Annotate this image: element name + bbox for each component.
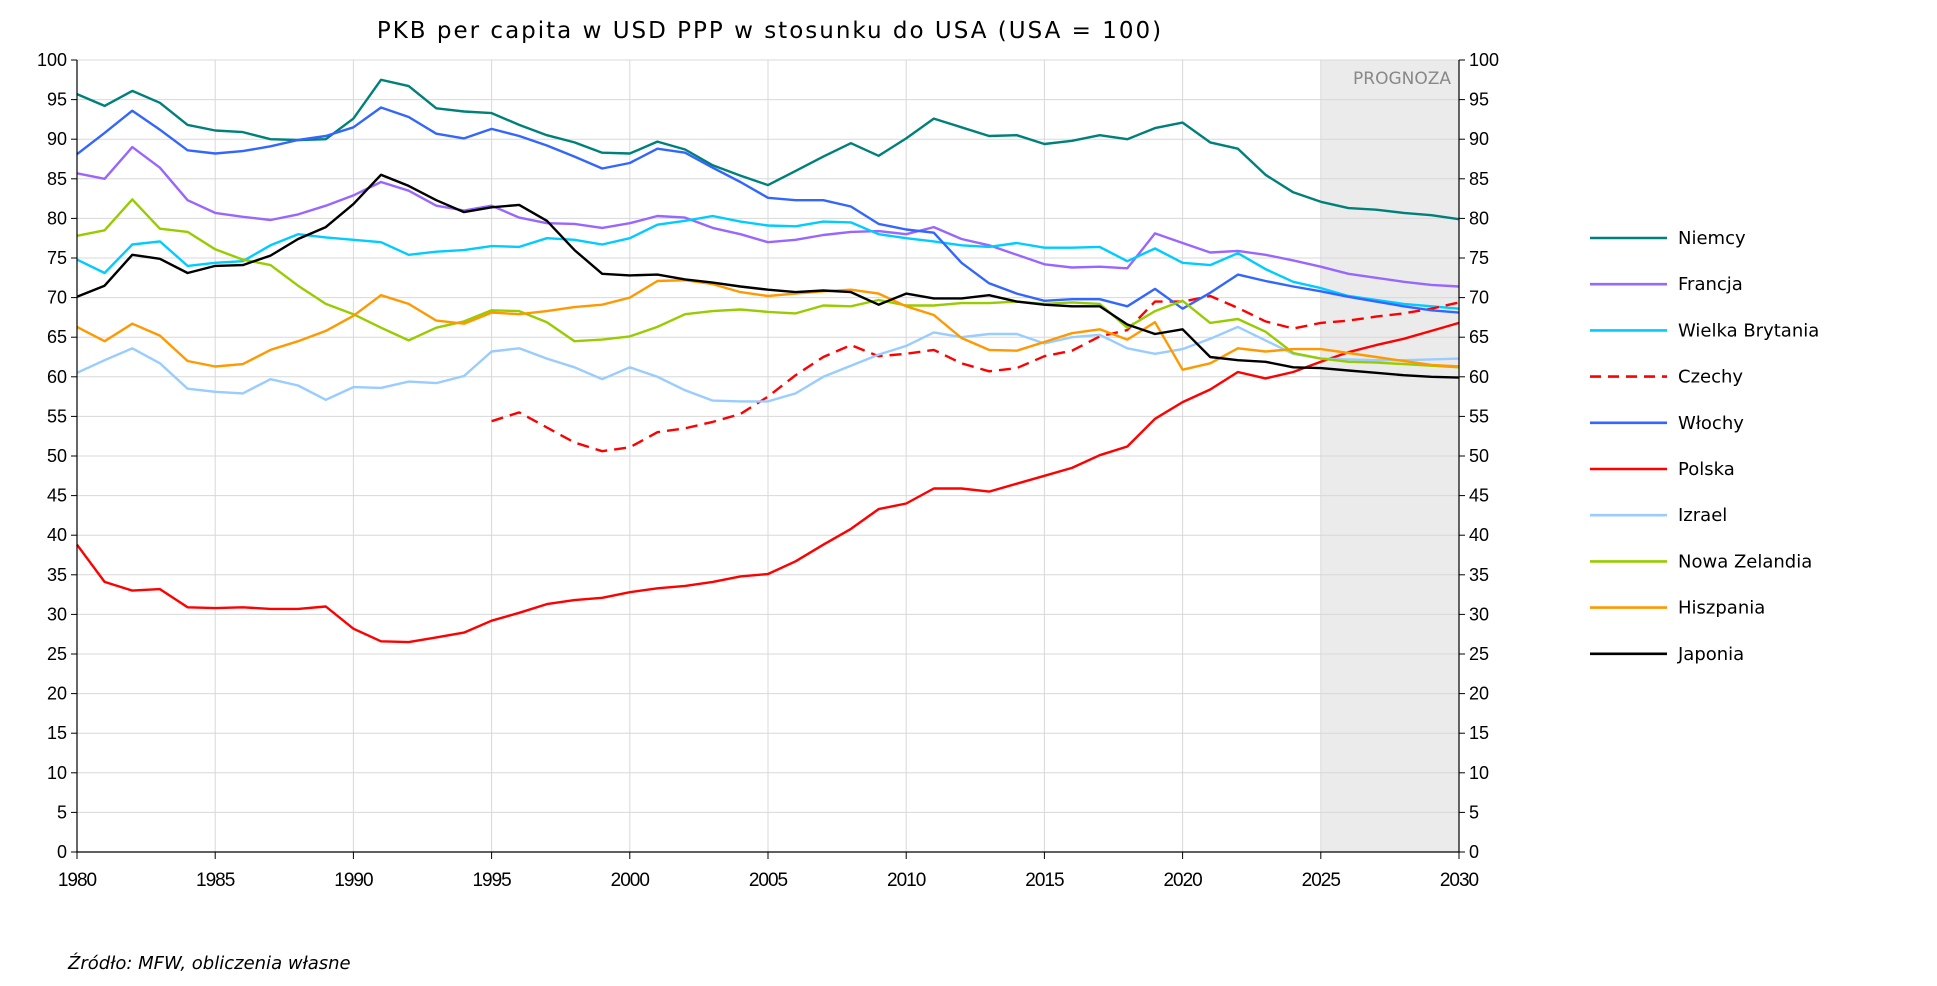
y-tick-label-left: 60	[47, 367, 67, 387]
x-tick-label: 2000	[611, 870, 650, 891]
y-tick-label-left: 90	[47, 129, 67, 149]
y-tick-label-right: 20	[1469, 684, 1489, 704]
series-line-polska	[76, 321, 1460, 644]
y-tick-label-right: 50	[1469, 446, 1489, 466]
y-tick-label-left: 65	[47, 327, 67, 347]
y-tick-label-left: 25	[47, 644, 67, 664]
y-tick-label-right: 10	[1469, 763, 1489, 783]
x-tick-label: 2010	[887, 870, 926, 891]
y-tick-label-left: 35	[47, 565, 67, 585]
y-tick-label-left: 85	[47, 169, 67, 189]
x-tick-label: 2025	[1302, 870, 1341, 891]
y-tick-label-right: 100	[1469, 50, 1499, 70]
x-tick-label: 2020	[1163, 870, 1202, 891]
y-tick-label-right: 35	[1469, 565, 1489, 585]
forecast-label: PROGNOZA	[1353, 69, 1451, 89]
y-tick-label-right: 90	[1469, 129, 1489, 149]
y-tick-label-right: 65	[1469, 327, 1489, 347]
legend-label: Włochy	[1678, 413, 1744, 434]
legend-label: Polska	[1678, 459, 1735, 480]
series-line-izrael	[76, 325, 1460, 403]
legend-label: Nowa Zelandia	[1678, 551, 1812, 572]
x-tick-label: 2030	[1440, 870, 1479, 891]
source-note: Źródło: MFW, obliczenia własne	[67, 952, 351, 974]
y-tick-label-left: 40	[47, 525, 67, 545]
y-tick-label-right: 80	[1469, 208, 1489, 228]
y-tick-label-right: 75	[1469, 248, 1489, 268]
legend-label: Francja	[1678, 274, 1743, 295]
y-tick-label-right: 70	[1469, 288, 1489, 308]
series-line-nowa-zelandia	[76, 198, 1460, 369]
y-tick-label-right: 45	[1469, 486, 1489, 506]
grid	[76, 59, 1460, 853]
series-line-francja	[76, 145, 1460, 288]
legend-label: Czechy	[1678, 367, 1743, 388]
y-tick-label-left: 0	[57, 842, 67, 862]
legend-label: Wielka Brytania	[1678, 320, 1819, 341]
x-tick-label: 1980	[58, 870, 97, 891]
y-tick-label-right: 85	[1469, 169, 1489, 189]
y-tick-label-right: 40	[1469, 525, 1489, 545]
y-tick-label-right: 15	[1469, 723, 1489, 743]
y-tick-label-right: 60	[1469, 367, 1489, 387]
y-tick-label-left: 70	[47, 288, 67, 308]
chart-title: PKB per capita w USD PPP w stosunku do U…	[377, 18, 1163, 44]
legend-label: Niemcy	[1678, 228, 1746, 249]
y-tick-label-left: 50	[47, 446, 67, 466]
y-tick-label-left: 45	[47, 486, 67, 506]
legend-label: Izrael	[1678, 505, 1727, 526]
legend-label: Hiszpania	[1678, 598, 1765, 619]
y-tick-label-left: 75	[47, 248, 67, 268]
y-tick-label-right: 95	[1469, 90, 1489, 110]
y-tick-label-left: 80	[47, 208, 67, 228]
legend: Niemcy Francja Wielka Brytania Czechy Włochy…	[1590, 228, 1819, 665]
y-tick-label-left: 55	[47, 406, 67, 426]
x-tick-label: 1990	[334, 870, 373, 891]
y-tick-label-left: 15	[47, 723, 67, 743]
y-tick-label-left: 10	[47, 763, 67, 783]
x-tick-label: 2005	[749, 870, 788, 891]
legend-label: Japonia	[1677, 644, 1744, 665]
y-tick-label-left: 5	[57, 802, 67, 822]
x-tick-label: 2015	[1025, 870, 1064, 891]
series-line-czechy	[491, 294, 1460, 453]
x-tick-label: 1985	[196, 870, 235, 891]
y-tick-label-left: 20	[47, 684, 67, 704]
x-tick-label: 1995	[472, 870, 511, 891]
series-line-włochy	[76, 106, 1460, 314]
y-tick-label-right: 55	[1469, 406, 1489, 426]
series-lines	[76, 78, 1460, 644]
series-line-japonia	[76, 173, 1460, 379]
y-tick-label-right: 30	[1469, 604, 1489, 624]
series-line-hiszpania	[76, 279, 1460, 371]
y-tick-label-right: 5	[1469, 802, 1479, 822]
y-tick-label-right: 25	[1469, 644, 1489, 664]
y-tick-label-right: 0	[1469, 842, 1479, 862]
y-tick-label-left: 95	[47, 90, 67, 110]
y-tick-label-left: 100	[37, 50, 67, 70]
y-tick-label-left: 30	[47, 604, 67, 624]
